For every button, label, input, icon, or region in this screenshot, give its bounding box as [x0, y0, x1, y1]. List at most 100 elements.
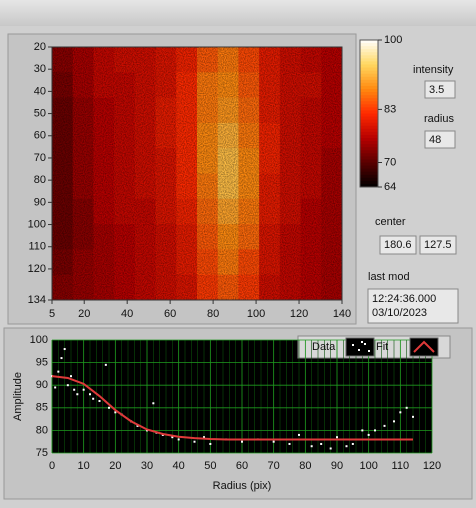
x-tick-label: 110 — [392, 460, 410, 472]
x-tick-label: 140 — [333, 308, 351, 320]
colorbar-segment — [360, 125, 378, 130]
colorbar-segment — [360, 150, 378, 154]
colorbar-segment — [360, 138, 378, 142]
x-tick-label: 20 — [78, 308, 90, 320]
y-tick-label: 100 — [28, 218, 46, 230]
colorbar-segment — [360, 58, 378, 62]
data-point — [310, 445, 313, 448]
data-point — [60, 357, 63, 360]
colorbar-segment — [360, 107, 378, 111]
x-tick-label: 80 — [299, 460, 311, 472]
value: 127.5 — [424, 239, 452, 251]
data-point — [336, 436, 338, 439]
y-tick-label: 50 — [34, 107, 46, 119]
data-point — [177, 438, 180, 441]
legend-dot — [364, 343, 366, 345]
colorbar-segment — [360, 76, 378, 81]
y-tick-label: 80 — [34, 174, 46, 186]
colorbar-segment — [360, 134, 378, 139]
x-tick-label: 60 — [236, 460, 248, 472]
colorbar-segment — [360, 162, 378, 167]
x-axis-label: Radius (pix) — [213, 480, 272, 492]
x-tick-label: 100 — [247, 308, 265, 320]
legend-label: Fit — [376, 341, 388, 353]
colorbar-segment — [360, 177, 378, 182]
data-point — [193, 440, 196, 443]
colorbar-segment — [360, 52, 378, 56]
data-point — [272, 440, 275, 443]
legend-line — [413, 340, 435, 353]
x-tick-label: 5 — [49, 308, 55, 320]
legend-swatch — [345, 337, 375, 357]
data-point — [320, 442, 323, 445]
value: 12:24:36.000 — [372, 293, 436, 305]
data-point — [171, 436, 174, 439]
legend-dot — [358, 349, 360, 351]
data-point — [374, 429, 376, 432]
colorbar-segment — [360, 153, 378, 157]
colorbar-segment — [360, 144, 378, 148]
y-tick-label: 95 — [36, 357, 48, 369]
data-point — [70, 375, 72, 378]
value: 03/10/2023 — [372, 307, 427, 319]
colorbar-segment — [360, 116, 378, 121]
colorbar-tick-label: 100 — [384, 34, 402, 46]
data-point — [82, 388, 85, 391]
data-point — [288, 442, 291, 445]
x-tick-label: 30 — [141, 460, 153, 472]
colorbar-segment — [360, 82, 378, 87]
data-point — [399, 411, 402, 414]
data-point — [66, 384, 69, 387]
y-tick-label: 120 — [28, 263, 46, 275]
colorbar-segment — [360, 43, 378, 47]
colorbar-segment — [360, 180, 378, 185]
label: center — [375, 216, 406, 228]
legend-swatch — [409, 337, 439, 357]
colorbar-tick-label: 64 — [384, 181, 396, 193]
y-tick-label: 134 — [28, 294, 46, 306]
y-tick-label: 20 — [34, 41, 46, 53]
data-point — [104, 363, 107, 366]
data-point — [89, 393, 91, 396]
indicator — [424, 130, 456, 149]
colorbar-segment — [360, 85, 378, 90]
indicator — [419, 235, 457, 255]
colorbar-segment — [360, 141, 378, 145]
x-tick-label: 0 — [49, 460, 55, 472]
data-point — [351, 442, 354, 445]
y-axis-label: Amplitude — [12, 372, 24, 421]
colorbar-segment — [360, 159, 378, 163]
y-tick-label: 100 — [30, 334, 48, 346]
colorbar-segment — [360, 128, 378, 133]
data-point — [412, 415, 414, 418]
data-point — [209, 442, 212, 445]
data-point — [361, 429, 364, 432]
x-tick-label: 100 — [359, 460, 377, 472]
colorbar-segment — [360, 101, 378, 105]
x-tick-label: 90 — [331, 460, 343, 472]
legend-dot — [361, 341, 363, 343]
colorbar-segment — [360, 73, 378, 78]
y-tick-label: 85 — [36, 402, 48, 414]
y-tick-label: 40 — [34, 85, 46, 97]
data-point — [73, 388, 76, 391]
colorbar-segment — [360, 61, 378, 65]
colorbar-segment — [360, 131, 378, 136]
y-tick-label: 90 — [34, 196, 46, 208]
x-tick-label: 120 — [423, 460, 441, 472]
colorbar-segment — [360, 113, 378, 118]
colorbar-segment — [360, 119, 378, 124]
fit-line — [51, 375, 413, 441]
colorbar-segment — [360, 40, 378, 44]
colorbar-segment — [360, 183, 378, 188]
colorbar-segment — [360, 165, 378, 170]
colorbar-segment — [360, 171, 378, 176]
x-tick-label: 50 — [204, 460, 216, 472]
colorbar-segment — [360, 98, 378, 102]
data-point — [345, 445, 348, 448]
x-tick-label: 20 — [109, 460, 121, 472]
value: 3.5 — [429, 84, 444, 96]
colorbar-segment — [360, 49, 378, 53]
data-point — [98, 400, 101, 403]
